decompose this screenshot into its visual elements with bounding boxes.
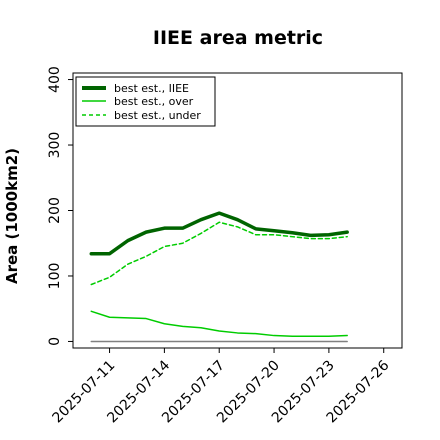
series-line-over (90, 310, 348, 337)
y-axis-label: Area (1000km2) (3, 148, 21, 284)
y-tick-label: 400 (47, 66, 63, 93)
chart-title: IIEE area metric (153, 27, 323, 49)
series-line-under (90, 221, 348, 286)
legend-label-over: best est., over (114, 95, 194, 108)
series-layer (89, 211, 349, 343)
legend: best est., IIEE best est., over best est… (75, 76, 216, 127)
y-tick-label: 300 (47, 132, 63, 159)
y-tick-label: 200 (47, 197, 63, 224)
series-line-iiee (89, 211, 349, 256)
y-tick-label: 0 (47, 337, 63, 346)
legend-label-under: best est., under (114, 109, 201, 122)
legend-label-iiee: best est., IIEE (114, 82, 189, 95)
y-tick-label: 100 (47, 263, 63, 290)
